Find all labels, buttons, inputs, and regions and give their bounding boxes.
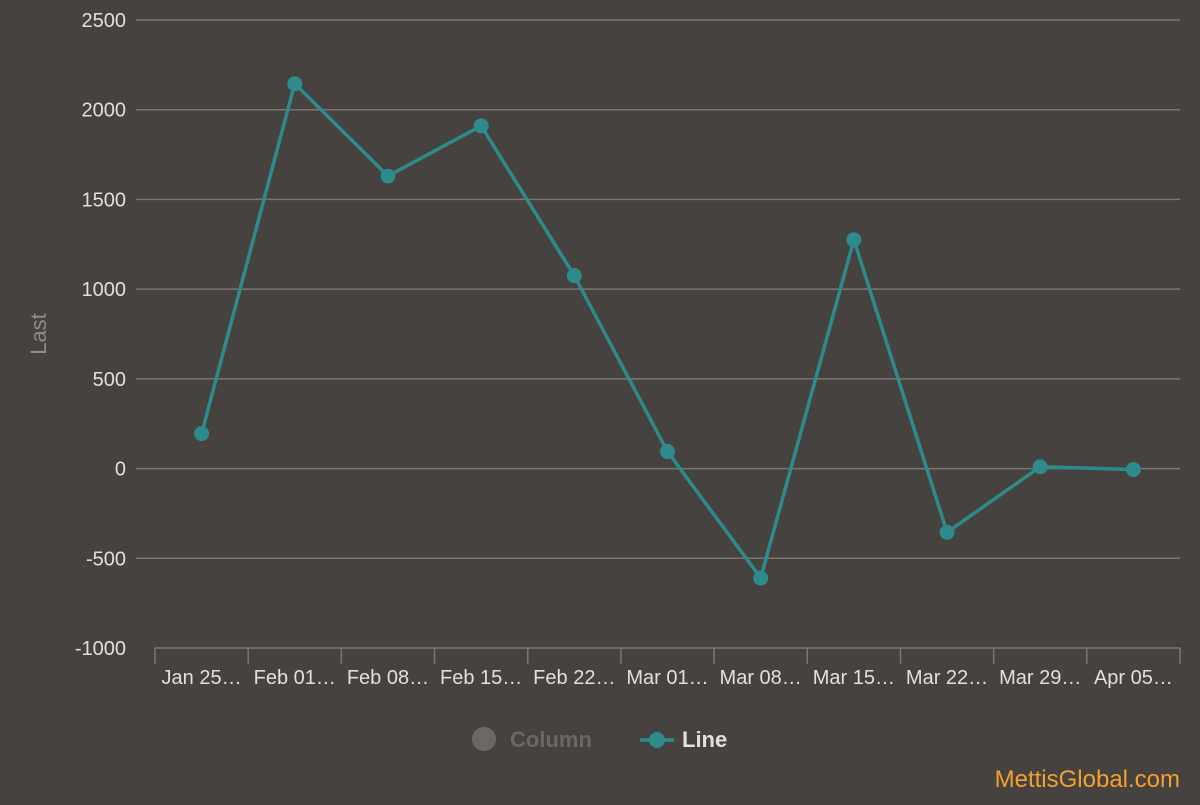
- data-point[interactable]: [660, 444, 675, 460]
- series-line: [199, 81, 1134, 580]
- legend-item-line[interactable]: Line: [640, 727, 727, 752]
- x-tick-label: Feb 08…: [347, 667, 429, 689]
- x-axis-tick-labels: Jan 25… Feb 01… Feb 08… Feb 15… Feb 22… Mar 0…: [162, 667, 1173, 689]
- x-tick-label: Apr 05…: [1094, 667, 1173, 689]
- y-tick-label: -1000: [75, 638, 126, 660]
- legend-marker-column: [472, 727, 496, 751]
- x-tick-label: Mar 08…: [720, 667, 802, 689]
- data-point[interactable]: [380, 168, 396, 184]
- y-tick-label: 2500: [82, 10, 127, 32]
- y-tick-label: 0: [115, 459, 126, 481]
- legend-item-column[interactable]: Column: [472, 727, 592, 752]
- grid-lines: [136, 19, 1180, 560]
- data-point[interactable]: [939, 524, 955, 540]
- y-tick-label: 1000: [82, 279, 127, 301]
- y-axis-tick-labels: -1000 -500 0 500 1000 1500 2000 2500: [75, 10, 126, 660]
- y-tick-label: 1500: [82, 189, 127, 211]
- legend-marker-line: [649, 732, 665, 748]
- series-layer: [194, 76, 1141, 586]
- data-point[interactable]: [287, 76, 303, 92]
- data-point[interactable]: [566, 268, 582, 284]
- x-axis: [154, 647, 1181, 664]
- x-tick-label: Jan 25…: [162, 667, 242, 689]
- watermark-text: MettisGlobal.com: [994, 766, 1180, 793]
- legend-label-line: Line: [682, 727, 727, 752]
- data-point[interactable]: [1032, 459, 1048, 475]
- data-point[interactable]: [473, 118, 489, 134]
- y-tick-label: -500: [86, 548, 126, 570]
- data-point[interactable]: [1125, 461, 1141, 477]
- x-tick-label: Feb 22…: [533, 667, 615, 689]
- x-tick-label: Feb 15…: [440, 667, 522, 689]
- legend: Column Line: [472, 727, 727, 752]
- x-tick-label: Feb 01…: [254, 667, 336, 689]
- data-point[interactable]: [194, 426, 210, 442]
- y-tick-label: 500: [93, 369, 126, 391]
- y-tick-label: 2000: [82, 100, 127, 122]
- data-point[interactable]: [846, 232, 862, 248]
- x-tick-label: Mar 22…: [906, 667, 988, 689]
- x-tick-label: Mar 15…: [813, 667, 895, 689]
- x-tick-label: Mar 29…: [999, 667, 1081, 689]
- y-axis-title: Last: [26, 313, 51, 355]
- legend-label-column: Column: [510, 727, 592, 752]
- x-tick-label: Mar 01…: [626, 667, 708, 689]
- data-point[interactable]: [753, 570, 769, 586]
